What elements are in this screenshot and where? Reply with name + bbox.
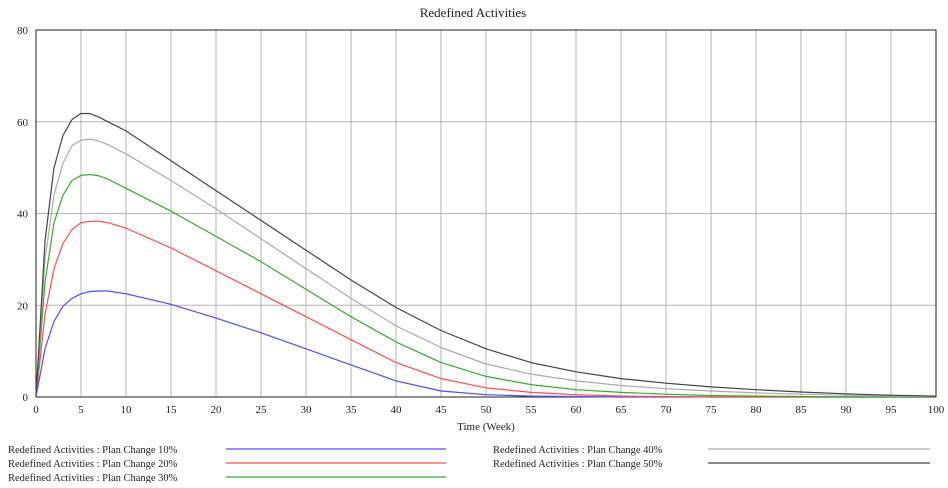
- legend-label: Redefined Activities : Plan Change 30%: [8, 473, 178, 483]
- legend-label: Redefined Activities : Plan Change 40%: [493, 445, 663, 456]
- x-tick-label: 95: [886, 404, 898, 416]
- x-axis-label: Time (Week): [457, 421, 515, 433]
- y-tick-label: 0: [23, 392, 29, 404]
- x-tick-label: 0: [33, 404, 39, 416]
- plot-area-frame: [35, 29, 937, 398]
- legend-label: Redefined Activities : Plan Change 20%: [8, 459, 178, 470]
- grid-lines: [36, 30, 936, 397]
- y-tick-label: 80: [17, 25, 29, 37]
- x-tick-label: 100: [928, 404, 945, 416]
- series-line-4: [35, 138, 937, 398]
- x-tick-label: 5: [78, 404, 84, 416]
- legend-label: Redefined Activities : Plan Change 10%: [8, 445, 178, 456]
- series-lines: [35, 112, 937, 398]
- x-tick-label: 30: [301, 404, 313, 416]
- y-tick-label: 40: [17, 209, 29, 221]
- x-tick-label: 60: [571, 404, 583, 416]
- series-line-2: [35, 220, 936, 398]
- chart-title: Redefined Activities: [420, 5, 527, 20]
- x-axis-ticks: 0 5 10 15 20 25 30 35 40 45 50 55 60 65 70 75 80 85 90 95 10…: [33, 404, 945, 416]
- x-tick-label: 10: [121, 404, 133, 416]
- x-tick-label: 90: [841, 404, 853, 416]
- x-tick-label: 80: [751, 404, 763, 416]
- legend-label: Redefined Activities : Plan Change 50%: [493, 459, 663, 470]
- x-tick-label: 15: [166, 404, 178, 416]
- y-tick-label: 20: [17, 300, 29, 312]
- x-tick-label: 75: [706, 404, 718, 416]
- x-tick-label: 85: [796, 404, 808, 416]
- y-tick-label: 60: [17, 117, 29, 129]
- series-line-3: [35, 173, 936, 398]
- x-tick-label: 65: [616, 404, 628, 416]
- series-line-5: [35, 112, 937, 398]
- legend: Redefined Activities : Plan Change 10% Re…: [8, 445, 930, 484]
- x-tick-label: 50: [481, 404, 493, 416]
- x-tick-label: 70: [661, 404, 673, 416]
- x-tick-label: 35: [346, 404, 358, 416]
- x-tick-label: 45: [436, 404, 448, 416]
- x-tick-label: 25: [256, 404, 268, 416]
- x-tick-label: 55: [526, 404, 538, 416]
- x-tick-label: 20: [211, 404, 223, 416]
- x-tick-label: 40: [391, 404, 403, 416]
- y-axis-ticks: 0 20 40 60 80: [17, 25, 29, 404]
